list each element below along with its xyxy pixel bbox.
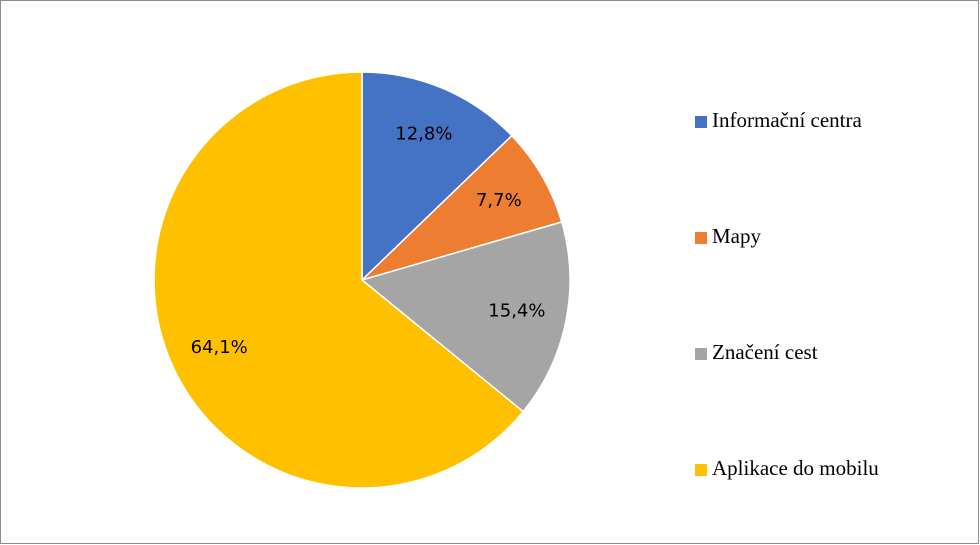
legend-swatch xyxy=(695,464,707,476)
pie-slice xyxy=(361,134,563,281)
pie-slice xyxy=(153,71,525,489)
pie-slice xyxy=(360,221,571,413)
data-label: 7,7% xyxy=(476,190,522,211)
data-label: 64,1% xyxy=(191,337,248,358)
legend-swatch xyxy=(695,348,707,360)
data-label: 15,4% xyxy=(488,301,545,322)
pie-slice xyxy=(361,71,513,282)
data-label: 12,8% xyxy=(395,124,452,145)
legend-label: Aplikace do mobilu xyxy=(712,456,879,480)
legend-label: Značení cest xyxy=(712,340,818,364)
legend-label: Mapy xyxy=(712,224,761,248)
legend-label: Informační centra xyxy=(712,108,863,132)
legend-swatch xyxy=(695,116,707,128)
legend-swatch xyxy=(695,232,707,244)
